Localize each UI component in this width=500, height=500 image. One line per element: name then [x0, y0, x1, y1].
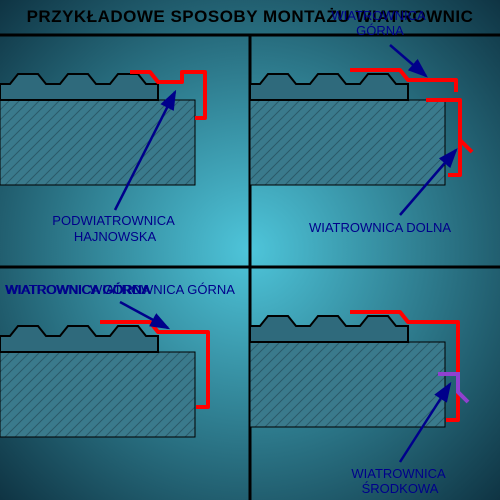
svg-text:WIATROWNICA ŚRODKOWA: WIATROWNICA ŚRODKOWA	[351, 466, 448, 496]
svg-text:WIATROWNICA DOLNA: WIATROWNICA DOLNA	[309, 220, 451, 235]
installation-diagram: PRZYKŁADOWE SPOSOBY MONTAŻU WIATROWNIC P…	[0, 0, 500, 500]
svg-text:WIATROWNICA GÓRNA: WIATROWNICA GÓRNA	[6, 282, 151, 297]
